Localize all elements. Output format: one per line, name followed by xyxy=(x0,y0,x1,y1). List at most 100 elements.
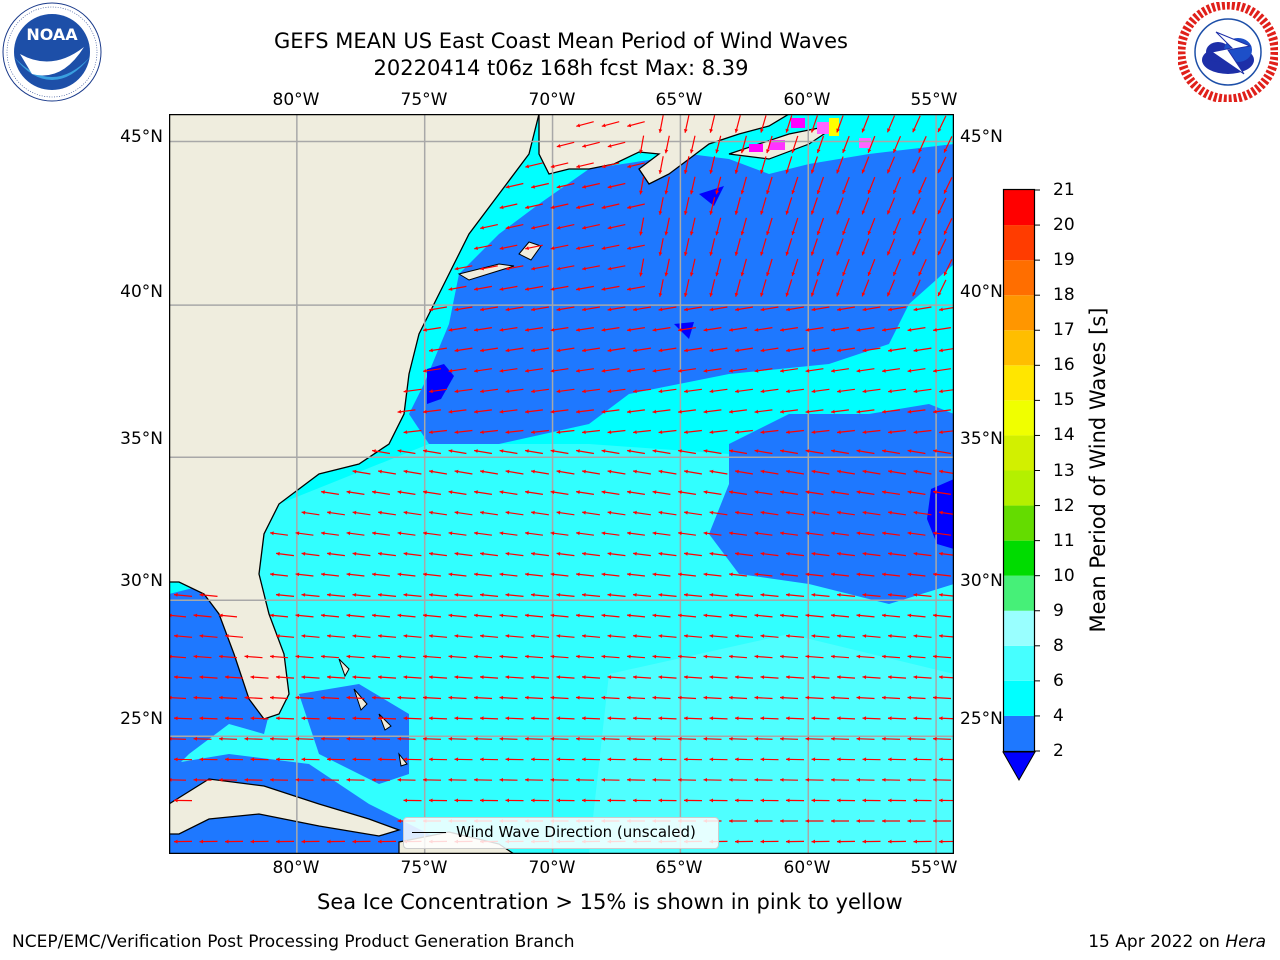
wave-arrow-head xyxy=(525,328,529,332)
wave-arrow-head xyxy=(321,613,325,618)
wave-arrow-head xyxy=(480,757,484,762)
wave-arrow-head xyxy=(913,757,918,762)
wave-arrow-head xyxy=(550,246,555,250)
wave-arrow-head xyxy=(531,184,536,189)
wave-arrow-head xyxy=(576,449,580,453)
wave-arrow-head xyxy=(837,469,841,474)
wave-arrow-head xyxy=(423,531,427,536)
wave-arrow-head xyxy=(684,430,688,434)
wave-arrow-head xyxy=(933,572,937,577)
wave-arrow-head xyxy=(474,449,478,453)
wave-arrow-head xyxy=(225,839,229,844)
ocean-field-under-2 xyxy=(427,364,454,404)
wave-arrow-head xyxy=(270,736,274,741)
wave-arrow-head xyxy=(836,292,840,297)
wave-arrow-head xyxy=(658,757,663,762)
lon-label-top-65: 65°W xyxy=(655,90,703,110)
wave-arrow-head xyxy=(429,551,433,556)
wave-arrow-head xyxy=(276,675,280,680)
wave-arrow-head xyxy=(907,695,912,700)
wave-arrow-head xyxy=(831,613,835,618)
wave-arrow-head xyxy=(525,736,529,741)
wave-arrow-head xyxy=(913,348,918,353)
wave-arrow-head xyxy=(639,149,643,154)
wave-arrow-head xyxy=(639,231,643,236)
wave-arrow-head xyxy=(862,593,867,597)
wave-arrow-head xyxy=(550,449,555,453)
colorbar-tick-label: 17 xyxy=(1053,320,1075,341)
wave-arrow-head xyxy=(683,211,688,215)
wave-arrow-head xyxy=(525,205,530,210)
wave-arrow-head xyxy=(658,469,663,474)
wave-arrow-head xyxy=(505,593,510,597)
wave-arrow-head xyxy=(556,225,561,230)
wave-arrow-head xyxy=(601,123,606,128)
wave-arrow-head xyxy=(244,654,249,659)
wave-arrow-head xyxy=(480,307,484,312)
wave-arrow-head xyxy=(888,757,892,762)
wave-arrow-head xyxy=(933,368,937,373)
wave-arrow-head xyxy=(939,307,943,312)
lat-label-left-25: 25°N xyxy=(120,709,163,729)
wave-arrow-head xyxy=(372,449,376,453)
wave-arrow-head xyxy=(525,409,529,414)
wave-arrow-head xyxy=(397,736,402,741)
wave-arrow-head xyxy=(709,634,714,638)
wave-arrow-head xyxy=(760,551,765,556)
wave-arrow-head xyxy=(684,348,688,353)
wave-arrow-head xyxy=(856,819,860,823)
wave-arrow-head xyxy=(352,757,357,762)
wave-arrow-head xyxy=(295,613,300,618)
wave-arrow-head xyxy=(378,675,382,680)
wave-arrow-head xyxy=(423,778,427,782)
wave-arrow-head xyxy=(505,430,510,434)
wave-arrow-head xyxy=(327,716,331,721)
wave-arrow-head xyxy=(525,572,529,577)
wave-arrow-head xyxy=(907,572,912,577)
wave-arrow-head xyxy=(423,613,427,618)
wave-arrow-head xyxy=(397,613,402,618)
wave-arrow-head xyxy=(913,675,918,680)
wave-arrow-head xyxy=(785,210,790,215)
wave-arrow-head xyxy=(429,634,433,638)
wave-arrow-head xyxy=(454,307,459,312)
wave-arrow-head xyxy=(397,449,402,453)
wave-arrow-head xyxy=(403,716,408,721)
wave-arrow-head xyxy=(831,449,835,453)
wave-arrow-head xyxy=(639,272,643,277)
wave-arrow-head xyxy=(448,328,453,332)
wave-arrow-head xyxy=(652,736,657,741)
wave-arrow-head xyxy=(372,490,376,495)
wave-arrow-head xyxy=(576,328,580,332)
wave-arrow-head xyxy=(683,252,688,256)
wave-arrow-head xyxy=(678,328,682,332)
wave-arrow-head xyxy=(786,389,790,394)
wave-arrow-head xyxy=(499,490,504,495)
wave-arrow-head xyxy=(811,716,816,721)
colorbar-bin-18-19 xyxy=(1004,260,1034,296)
wave-arrow-head xyxy=(664,231,669,236)
wave-arrow-head xyxy=(735,551,739,556)
wave-arrow-head xyxy=(780,736,784,741)
wave-arrow-head xyxy=(633,510,637,515)
wave-arrow-head xyxy=(811,798,815,803)
wave-arrow-head xyxy=(684,510,688,515)
wave-arrow-head xyxy=(805,654,810,659)
wave-arrow-head xyxy=(888,430,892,434)
wave-arrow-head xyxy=(907,613,912,618)
wave-arrow-head xyxy=(913,716,918,721)
wave-arrow-head xyxy=(837,675,841,680)
wave-arrow-head xyxy=(448,695,453,700)
wave-arrow-head xyxy=(754,613,759,618)
lon-label-top-75: 75°W xyxy=(400,90,448,110)
wave-arrow-head xyxy=(893,189,897,194)
wave-arrow-head xyxy=(607,389,612,394)
wave-arrow-head xyxy=(346,736,351,741)
wave-arrow-head xyxy=(378,757,382,762)
wave-arrow-head xyxy=(913,634,918,638)
wave-arrow-head xyxy=(740,272,745,277)
wave-arrow-head xyxy=(735,389,739,394)
wave-arrow-head xyxy=(219,736,223,741)
wave-arrow-head xyxy=(454,634,459,638)
wave-arrow-head xyxy=(448,531,453,536)
